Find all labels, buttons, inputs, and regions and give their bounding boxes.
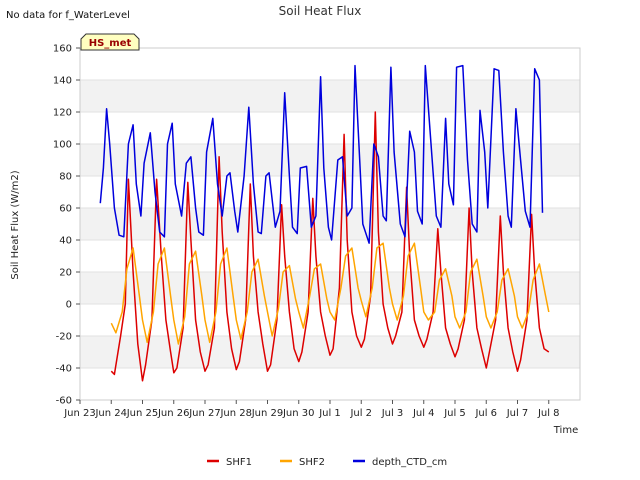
series-line-depth_CTD_cm (99, 64, 544, 244)
site-badge-label: HS_met (89, 38, 132, 49)
no-data-note: No data for f_WaterLevel (6, 10, 130, 21)
x-tick-label: Jul 6 (474, 408, 497, 419)
x-tick-label: Jul 5 (443, 408, 466, 419)
x-tick-label: Jul 1 (318, 408, 341, 419)
x-axis-ticks: Jun 23 Jun 24 Jun 25 Jun 26 Jun 27 Jun 28 Jun … (63, 400, 560, 419)
x-tick-label: Jun 29 (251, 408, 284, 419)
band (80, 336, 580, 368)
y-tick-label: 20 (59, 268, 72, 279)
x-tick-label: Jun 28 (219, 408, 252, 419)
x-tick-label: Jun 25 (126, 408, 159, 419)
x-axis-label: Time (553, 425, 578, 436)
y-tick-label: -40 (56, 364, 72, 375)
series-line-SHF1 (110, 111, 550, 382)
x-tick-label: Jul 2 (349, 408, 372, 419)
x-tick-label: Jun 27 (188, 408, 221, 419)
y-tick-label: 0 (66, 300, 72, 311)
series-lines (99, 64, 550, 382)
x-tick-label: Jun 24 (94, 408, 127, 419)
legend-label: SHF1 (226, 457, 252, 468)
y-tick-label: 160 (53, 44, 72, 55)
y-axis-ticks: -60 -40 -20 0 20 40 60 80 100 120 140 160 (53, 44, 80, 407)
y-tick-label: 140 (53, 76, 72, 87)
y-tick-label: -20 (56, 332, 72, 343)
series-line-SHF2 (110, 242, 550, 345)
site-badge: HS_met (80, 33, 140, 51)
x-tick-label: Jun 23 (63, 408, 96, 419)
legend-label: depth_CTD_cm (372, 457, 447, 468)
x-tick-label: Jul 7 (506, 408, 529, 419)
x-tick-label: Jun 26 (157, 408, 190, 419)
x-tick-label: Jul 3 (381, 408, 404, 419)
legend-label: SHF2 (299, 457, 325, 468)
legend: SHF1 SHF2 depth_CTD_cm (207, 457, 447, 468)
y-tick-label: 40 (59, 236, 72, 247)
y-tick-label: 120 (53, 108, 72, 119)
x-tick-label: Jun 30 (282, 408, 315, 419)
y-tick-label: 60 (59, 204, 72, 215)
x-tick-label: Jul 8 (537, 408, 560, 419)
y-tick-label: 100 (53, 140, 72, 151)
y-tick-label: -60 (56, 396, 72, 407)
x-tick-label: Jul 4 (412, 408, 435, 419)
y-tick-label: 80 (59, 172, 72, 183)
y-axis-label: Soil Heat Flux (W/m2) (10, 170, 21, 279)
band (80, 144, 580, 176)
band (80, 80, 580, 112)
chart-title: Soil Heat Flux (279, 4, 362, 18)
